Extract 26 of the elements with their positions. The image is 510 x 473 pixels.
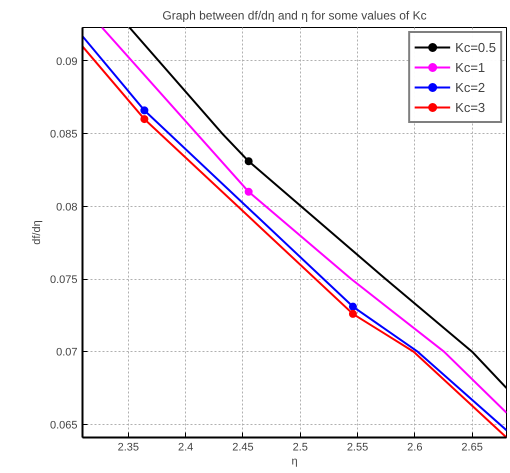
x-axis-title: η xyxy=(291,456,298,468)
y-tick-label: 0.085 xyxy=(50,128,78,141)
point xyxy=(244,188,253,196)
x-tick-label: 2.65 xyxy=(461,442,483,454)
legend-label: Kc=2 xyxy=(455,80,486,94)
x-tick-label: 2.45 xyxy=(232,442,254,454)
point xyxy=(140,115,148,124)
y-tick-label: 0.075 xyxy=(50,274,78,286)
y-tick-label: 0.09 xyxy=(56,56,78,68)
x-tick-label: 2.4 xyxy=(178,442,194,454)
x-tick-label: 2.55 xyxy=(346,442,368,454)
legend-label: Kc=3 xyxy=(455,100,486,114)
y-tick-label: 0.07 xyxy=(56,346,78,359)
point xyxy=(348,310,357,318)
legend-label: Kc=1 xyxy=(455,60,486,74)
chart-title: Graph between df/dη and η for some values of Kc xyxy=(162,8,427,22)
point xyxy=(348,302,357,311)
legend-label: Kc=0.5 xyxy=(455,40,496,54)
point xyxy=(244,157,253,166)
point xyxy=(140,106,148,114)
y-tick-label: 0.08 xyxy=(56,201,78,214)
y-tick-label: 0.065 xyxy=(50,419,78,432)
x-tick-label: 2.35 xyxy=(118,442,140,454)
y-axis-title: df/dη xyxy=(30,220,43,245)
x-tick-label: 2.6 xyxy=(407,442,422,454)
x-tick-label: 2.5 xyxy=(292,442,308,454)
